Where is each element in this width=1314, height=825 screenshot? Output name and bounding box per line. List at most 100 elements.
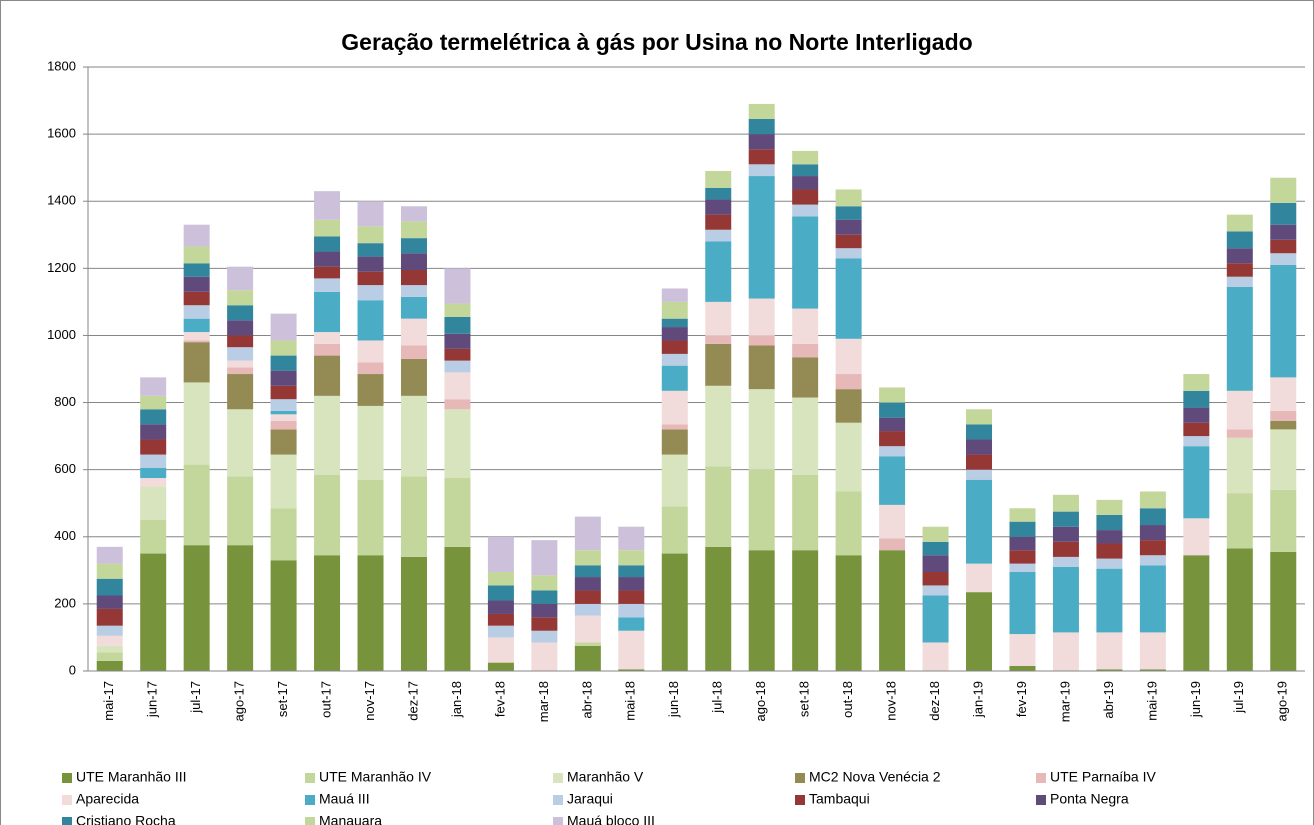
y-tick-label: 1200 bbox=[47, 260, 76, 275]
bar-segment bbox=[879, 538, 906, 551]
bar-segment bbox=[270, 429, 297, 455]
bar-segment bbox=[792, 357, 819, 398]
bar-segment bbox=[792, 150, 819, 165]
bar-segment bbox=[1139, 565, 1166, 633]
bar-segment bbox=[444, 333, 471, 349]
bar-segment bbox=[227, 305, 254, 321]
x-tick-label: jul-19 bbox=[1231, 681, 1246, 714]
legend-swatch bbox=[62, 773, 72, 783]
bar-segment bbox=[140, 395, 167, 410]
legend-swatch bbox=[553, 817, 563, 825]
bar-segment bbox=[879, 431, 906, 447]
x-tick-label: set-18 bbox=[797, 681, 812, 717]
bar-segment bbox=[748, 149, 775, 165]
bar-segment bbox=[270, 454, 297, 509]
bar-segment bbox=[531, 603, 558, 618]
bar-segment bbox=[400, 358, 427, 396]
bar-segment bbox=[1052, 541, 1079, 557]
bar-segment bbox=[705, 343, 732, 386]
bar-segment bbox=[1139, 491, 1166, 509]
x-tick-label: jul-18 bbox=[710, 681, 725, 714]
bar-segment bbox=[183, 305, 210, 319]
legend-label: Aparecida bbox=[76, 791, 139, 807]
bar-segment bbox=[400, 296, 427, 319]
bar-segment bbox=[1139, 508, 1166, 526]
bar-segment bbox=[618, 565, 645, 578]
bar-segment bbox=[357, 479, 384, 556]
x-tick-label: mar-18 bbox=[536, 681, 551, 722]
bar-segment bbox=[400, 206, 427, 222]
legend-swatch bbox=[62, 817, 72, 825]
bar-segment bbox=[183, 332, 210, 341]
bar-segment bbox=[227, 266, 254, 291]
bar-segment bbox=[922, 541, 949, 556]
bar-segment bbox=[1139, 632, 1166, 670]
bar-segment bbox=[748, 103, 775, 120]
bar-segment bbox=[314, 555, 341, 671]
bar-segment bbox=[835, 389, 862, 423]
bar-segment bbox=[1270, 202, 1297, 225]
x-tick-label: set-17 bbox=[275, 681, 290, 717]
y-tick-label: 0 bbox=[69, 662, 76, 677]
legend-label: UTE Parnaíba IV bbox=[1050, 769, 1156, 785]
bar-segment bbox=[227, 476, 254, 546]
bar-segment bbox=[270, 370, 297, 386]
bar-segment bbox=[400, 395, 427, 477]
bar-segment bbox=[1270, 264, 1297, 378]
x-tick-label: mai-17 bbox=[101, 681, 116, 721]
bar-segment bbox=[574, 565, 601, 578]
bar-segment bbox=[1009, 634, 1036, 666]
bar-segment bbox=[705, 241, 732, 302]
bar-segment bbox=[705, 385, 732, 467]
x-tick-label: ago-17 bbox=[232, 681, 247, 721]
bar-segment bbox=[574, 577, 601, 591]
bar-segment bbox=[357, 226, 384, 244]
bar-segment bbox=[487, 536, 514, 573]
bar-segment bbox=[835, 374, 862, 390]
bar-segment bbox=[183, 224, 210, 247]
bar-segment bbox=[357, 256, 384, 272]
y-tick-label: 800 bbox=[54, 394, 76, 409]
bar-segment bbox=[966, 479, 993, 564]
bar-segment bbox=[618, 526, 645, 551]
bar-segment bbox=[314, 291, 341, 333]
bar-segment bbox=[661, 353, 688, 366]
bar-segment bbox=[574, 590, 601, 604]
bar-segment bbox=[400, 476, 427, 557]
bar-segment bbox=[1226, 276, 1253, 287]
bar-segment bbox=[227, 409, 254, 477]
bar-segment bbox=[487, 625, 514, 638]
bar-segment bbox=[357, 405, 384, 480]
x-tick-label: fev-19 bbox=[1014, 681, 1029, 717]
bar-segment bbox=[1270, 410, 1297, 422]
bar-segment bbox=[748, 164, 775, 177]
bar-segment bbox=[835, 248, 862, 259]
bar-segment bbox=[922, 642, 949, 671]
bar-segment bbox=[1183, 518, 1210, 556]
bar-segment bbox=[661, 429, 688, 455]
bar-segment bbox=[1270, 224, 1297, 240]
bar-segment bbox=[705, 214, 732, 230]
bar-segment bbox=[705, 301, 732, 336]
bar-segment bbox=[792, 216, 819, 309]
bar-segment bbox=[400, 556, 427, 671]
legend-label: Mauá bloco III bbox=[567, 813, 655, 825]
bar-segment bbox=[1096, 499, 1123, 515]
bar-segment bbox=[444, 348, 471, 361]
bar-segment bbox=[183, 545, 210, 671]
bar-segment bbox=[922, 526, 949, 542]
bar-segment bbox=[444, 268, 471, 304]
bar-segment bbox=[270, 313, 297, 341]
x-tick-label: dez-17 bbox=[405, 681, 420, 721]
bar-segment bbox=[400, 221, 427, 239]
bar-segment bbox=[357, 201, 384, 227]
bar-segment bbox=[835, 234, 862, 249]
bar-segment bbox=[183, 464, 210, 546]
bar-segment bbox=[1270, 421, 1297, 430]
bar-segment bbox=[183, 382, 210, 465]
bar-segment bbox=[314, 191, 341, 220]
bar-segment bbox=[314, 219, 341, 237]
bar-segment bbox=[314, 332, 341, 344]
bar-segment bbox=[1139, 525, 1166, 541]
